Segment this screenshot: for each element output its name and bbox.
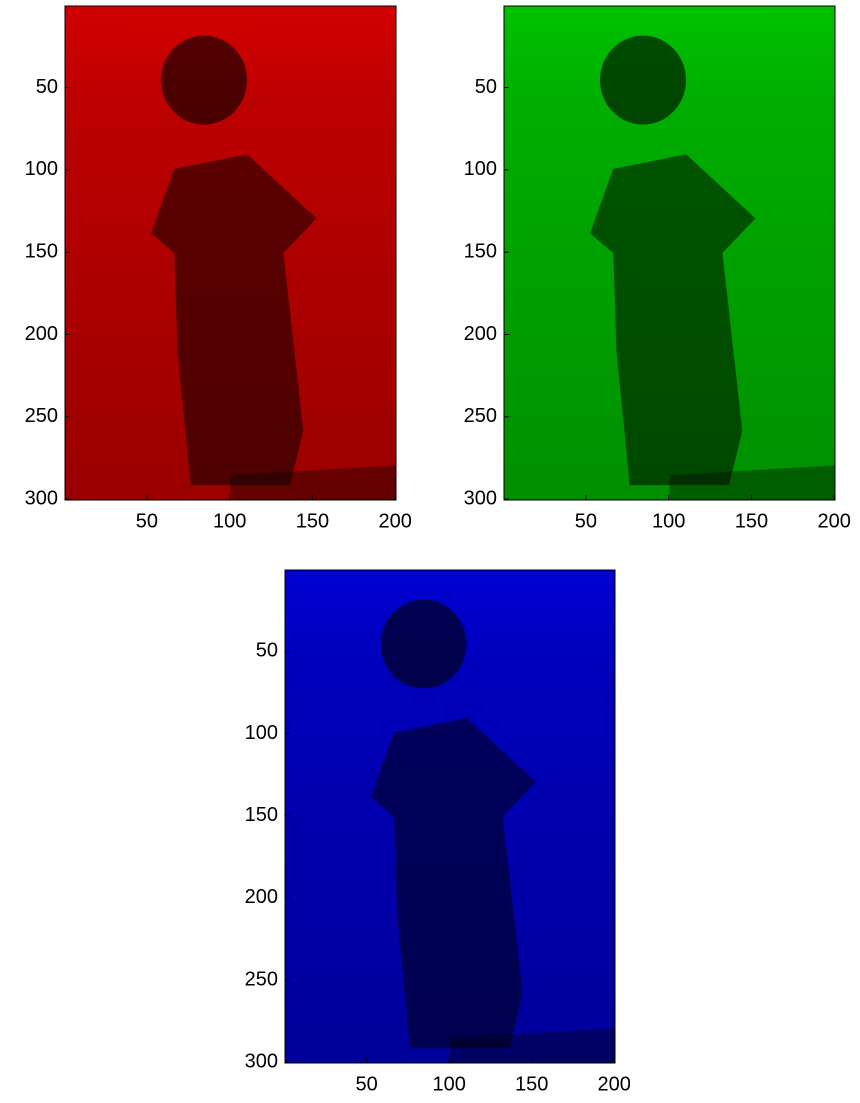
y-tick-label: 100 [245,722,278,744]
x-tick-label: 150 [515,1073,548,1095]
x-tick-label: 150 [735,510,768,532]
image [65,6,396,500]
image [285,570,615,1063]
x-tick-label: 200 [597,1073,630,1095]
page: 50 100 150 200 50 100 150 200 250 300 50 100 150 200 5… [0,0,860,1103]
x-tick-label: 200 [817,510,850,532]
figure: 50 100 150 200 50 100 150 200 250 300 50 100 150 200 5… [0,0,860,1103]
y-tick-label: 200 [464,323,497,345]
y-tick-label: 50 [256,640,278,662]
x-tick-label: 150 [296,510,329,532]
x-tick-label: 100 [213,510,246,532]
x-tick-label: 100 [652,510,685,532]
y-tick-label: 200 [245,886,278,908]
x-tick-label: 50 [356,1073,378,1095]
y-tick-label: 200 [25,323,58,345]
x-tick-label: 50 [136,510,158,532]
child-head [381,600,467,689]
y-tick-label: 100 [464,158,497,180]
y-tick-label: 250 [25,405,58,427]
y-tick-label: 300 [464,487,497,509]
y-tick-label: 50 [36,76,58,98]
y-tick-label: 300 [245,1050,278,1072]
y-tick-label: 150 [464,240,497,262]
y-tick-label: 150 [245,804,278,826]
image [504,6,835,500]
child-head [600,36,686,125]
y-tick-label: 250 [245,968,278,990]
x-tick-label: 200 [378,510,411,532]
x-tick-label: 50 [575,510,597,532]
x-tick-label: 100 [432,1073,465,1095]
y-tick-label: 150 [25,240,58,262]
y-tick-label: 300 [25,487,58,509]
y-tick-label: 50 [475,76,497,98]
y-tick-label: 250 [464,405,497,427]
child-head [161,36,247,125]
y-tick-label: 100 [25,158,58,180]
